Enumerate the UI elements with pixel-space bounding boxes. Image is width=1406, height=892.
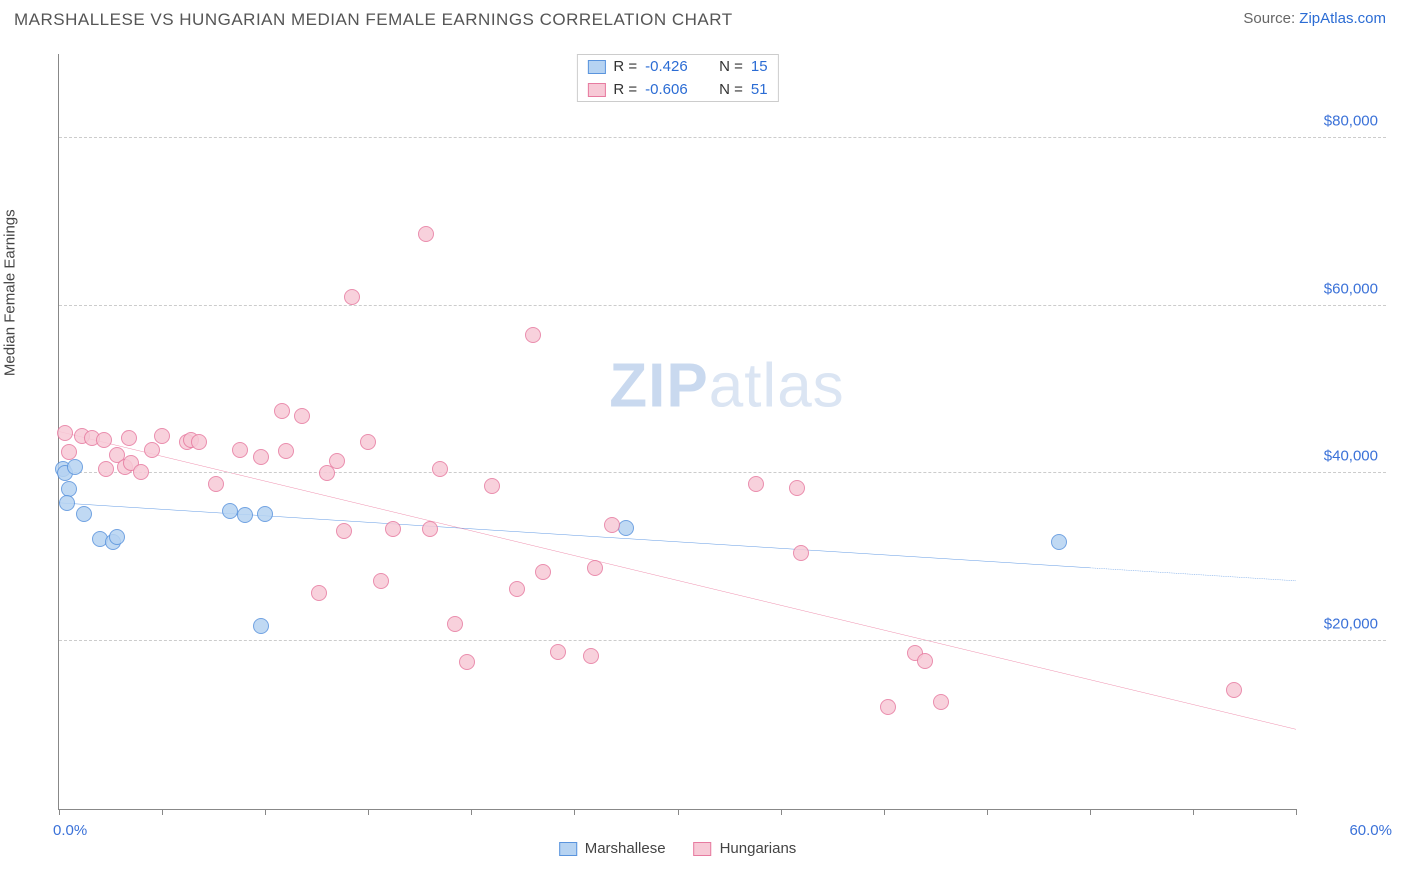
x-tick [162,809,163,815]
data-point [253,449,269,465]
x-tick [884,809,885,815]
data-point [509,581,525,597]
data-point [793,545,809,561]
data-point [121,430,137,446]
data-point [432,461,448,477]
data-point [422,521,438,537]
data-point [385,521,401,537]
data-point [459,654,475,670]
data-point [154,428,170,444]
series-legend-item: Marshallese [559,840,666,857]
data-point [789,480,805,496]
trend-lines [59,54,1296,809]
data-point [232,442,248,458]
legend-swatch [559,842,577,856]
series-label: Hungarians [720,840,797,857]
y-tick-label: $20,000 [1324,616,1378,633]
data-point [933,694,949,710]
data-point [61,444,77,460]
data-point [311,585,327,601]
data-point [344,289,360,305]
x-tick [574,809,575,815]
data-point [257,506,273,522]
data-point [418,226,434,242]
data-point [144,442,160,458]
data-point [583,648,599,664]
x-tick [1193,809,1194,815]
series-legend-item: Hungarians [694,840,797,857]
gridline [59,305,1386,306]
series-label: Marshallese [585,840,666,857]
data-point [67,459,83,475]
legend-swatch [694,842,712,856]
x-tick [471,809,472,815]
data-point [447,616,463,632]
r-value: -0.606 [645,81,705,98]
data-point [917,653,933,669]
data-point [57,425,73,441]
data-point [360,434,376,450]
x-tick [368,809,369,815]
x-max-label: 60.0% [1349,822,1392,839]
data-point [329,453,345,469]
data-point [535,564,551,580]
plot-area: ZIPatlas R =-0.426N =15R =-0.606N =51 Ma… [58,54,1296,810]
source-label: Source: ZipAtlas.com [1243,10,1386,30]
gridline [59,640,1386,641]
x-tick [1090,809,1091,815]
data-point [96,432,112,448]
correlation-legend: R =-0.426N =15R =-0.606N =51 [576,54,778,102]
data-point [59,495,75,511]
n-value: 15 [751,58,768,75]
data-point [237,507,253,523]
y-axis-label: Median Female Earnings [2,209,19,376]
chart-title: MARSHALLESE VS HUNGARIAN MEDIAN FEMALE E… [14,10,733,30]
chart-area: Median Female Earnings ZIPatlas R =-0.42… [14,40,1386,862]
source-link[interactable]: ZipAtlas.com [1299,10,1386,27]
data-point [76,506,92,522]
legend-row: R =-0.426N =15 [577,55,777,78]
data-point [618,520,634,536]
chart-container: MARSHALLESE VS HUNGARIAN MEDIAN FEMALE E… [0,0,1406,892]
n-value: 51 [751,81,768,98]
data-point [373,573,389,589]
y-tick-label: $80,000 [1324,112,1378,129]
data-point [133,464,149,480]
gridline [59,472,1386,473]
legend-row: R =-0.606N =51 [577,78,777,101]
data-point [278,443,294,459]
data-point [98,461,114,477]
legend-swatch [587,60,605,74]
x-min-label: 0.0% [53,822,87,839]
x-tick [987,809,988,815]
data-point [208,476,224,492]
x-tick [1296,809,1297,815]
data-point [253,618,269,634]
data-point [880,699,896,715]
header: MARSHALLESE VS HUNGARIAN MEDIAN FEMALE E… [0,0,1406,34]
x-tick [678,809,679,815]
data-point [604,517,620,533]
data-point [294,408,310,424]
x-tick [59,809,60,815]
data-point [274,403,290,419]
data-point [587,560,603,576]
y-tick-label: $60,000 [1324,280,1378,297]
data-point [484,478,500,494]
x-tick [781,809,782,815]
data-point [336,523,352,539]
r-value: -0.426 [645,58,705,75]
series-legend: Marshallese Hungarians [559,840,797,857]
legend-swatch [587,83,605,97]
data-point [1226,682,1242,698]
data-point [525,327,541,343]
x-tick [265,809,266,815]
data-point [748,476,764,492]
data-point [550,644,566,660]
y-tick-label: $40,000 [1324,448,1378,465]
data-point [109,529,125,545]
data-point [1051,534,1067,550]
gridline [59,137,1386,138]
data-point [191,434,207,450]
